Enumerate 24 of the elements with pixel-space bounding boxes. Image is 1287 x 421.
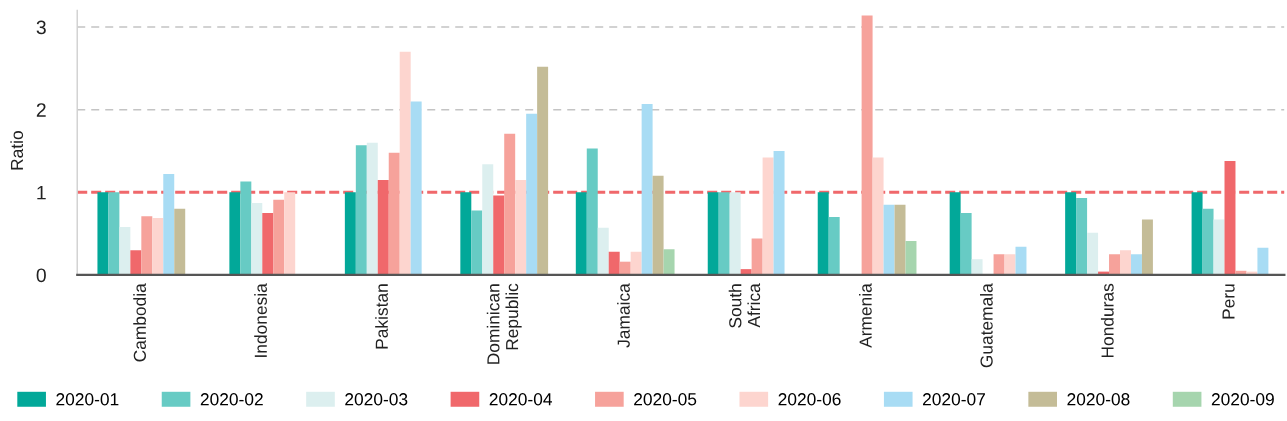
legend-label: 2020-02 (200, 393, 263, 406)
legend-label: 2020-05 (634, 393, 697, 406)
x-tick-label: Indonesia (254, 283, 267, 357)
x-tick-label: Peru (1222, 284, 1235, 319)
legend-label: 2020-01 (56, 393, 119, 406)
legend-label: 2020-03 (345, 393, 408, 406)
legend-label: 2020-08 (1067, 393, 1130, 406)
y-tick-label: 1 (37, 185, 46, 200)
x-tick-label: Jamaica (617, 283, 630, 348)
legend-label: 2020-07 (922, 393, 985, 406)
x-tick-label: Armenia (859, 283, 872, 348)
y-tick-label: 2 (36, 103, 46, 117)
y-tick-label: 0 (36, 268, 46, 283)
legend-label: 2020-04 (489, 393, 553, 406)
x-tick-label: Honduras (1100, 283, 1114, 358)
x-tick-label: Cambodia (133, 283, 146, 362)
x-tick-label: Pakistan (375, 284, 388, 349)
y-axis-title: Ratio (10, 131, 24, 170)
x-tick-label: Dominican Republic (486, 283, 522, 364)
x-tick-label: Guatemala (979, 283, 993, 368)
x-tick-label: South Africa (728, 283, 761, 328)
y-tick-label: 3 (36, 20, 46, 35)
legend-label: 2020-06 (778, 393, 841, 406)
legend-label: 2020-09 (1211, 393, 1274, 406)
